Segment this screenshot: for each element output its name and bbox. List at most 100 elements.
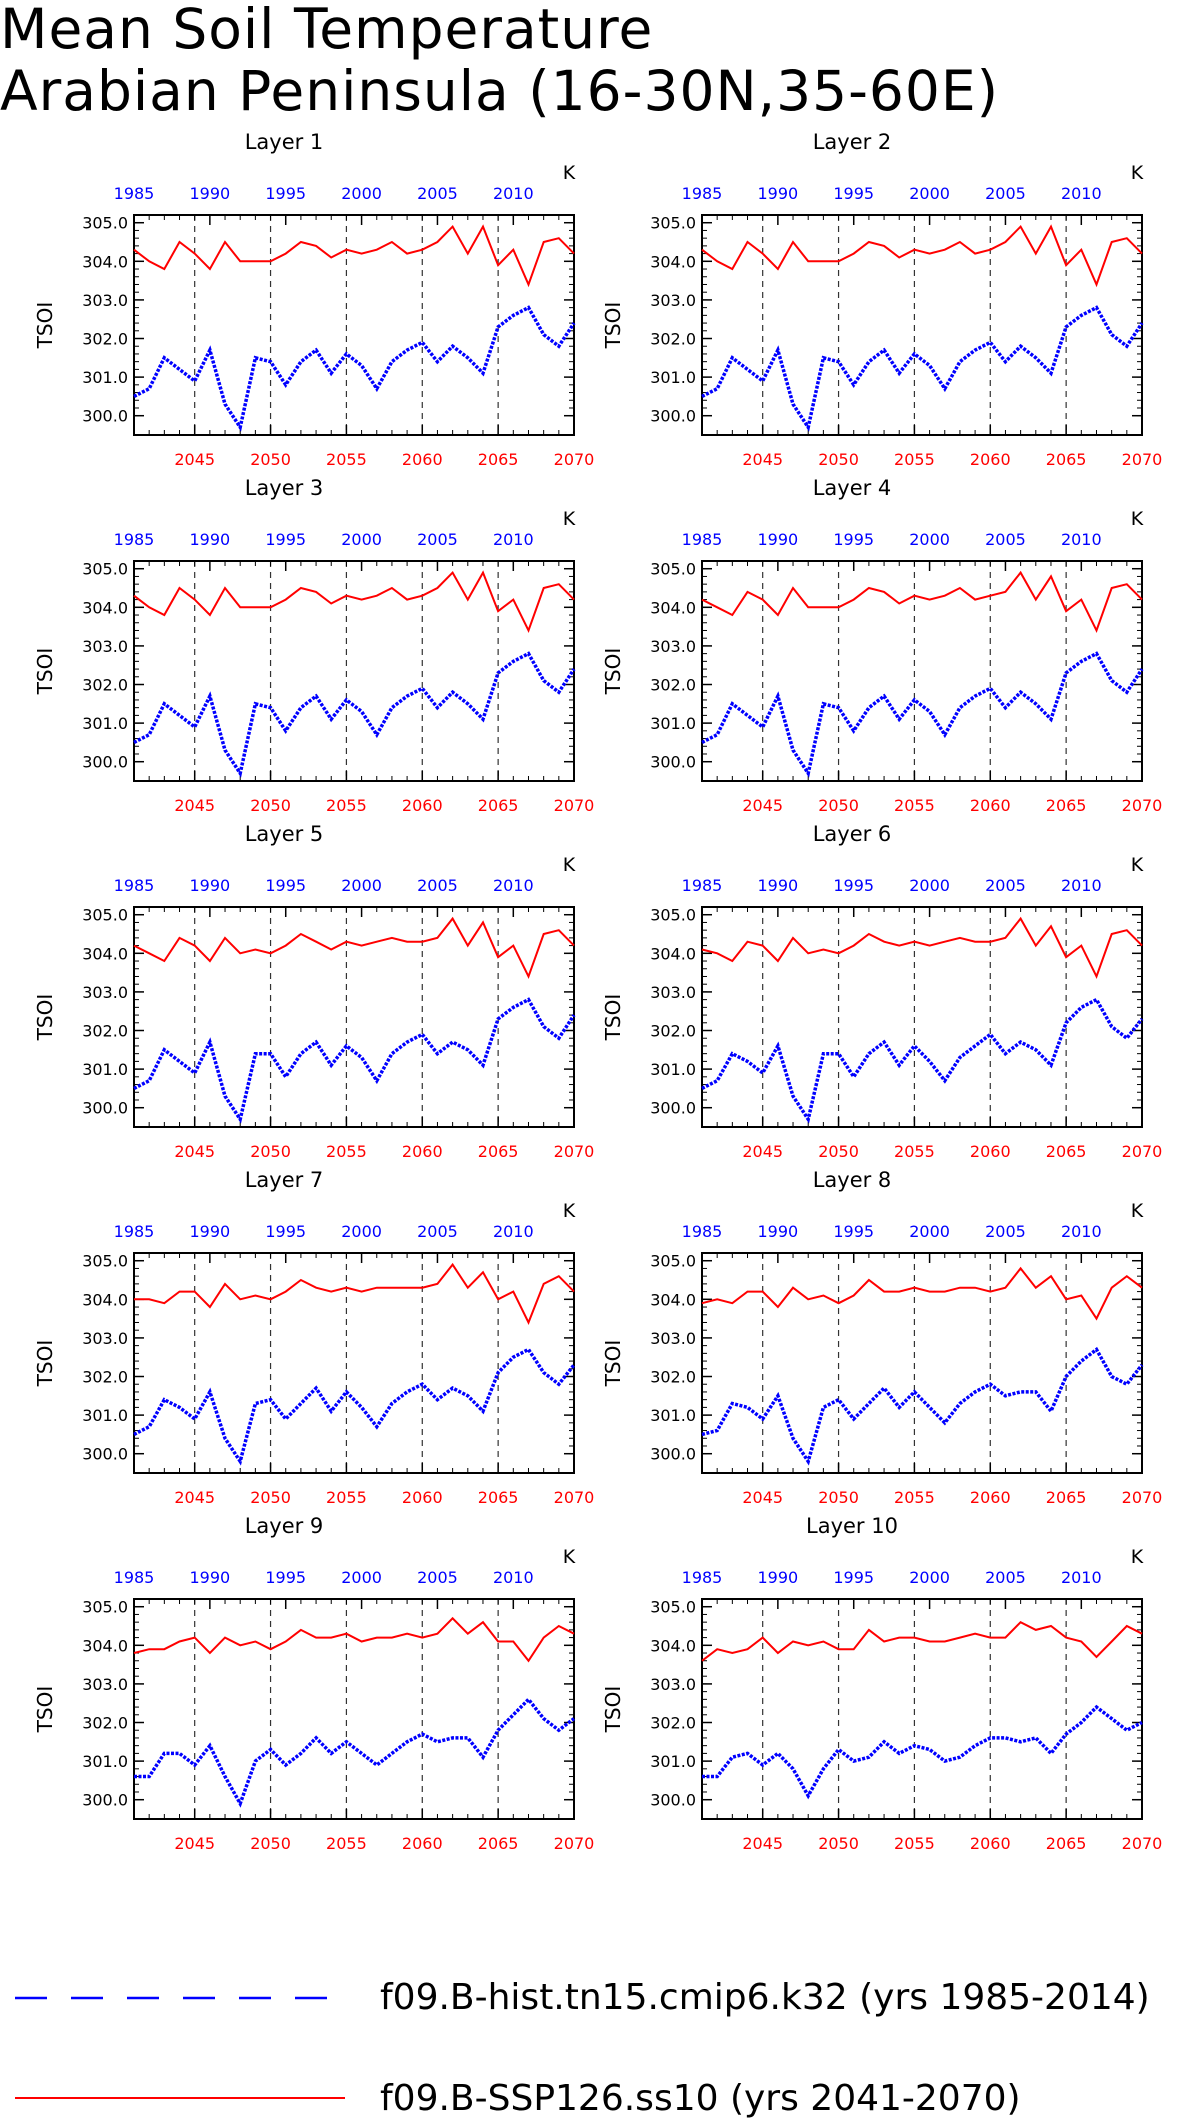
plot-frame xyxy=(701,560,1143,782)
x-bottom-tick-label: 2050 xyxy=(250,1142,291,1161)
x-bottom-tick-label: 2070 xyxy=(1122,796,1163,815)
series-ssp-line xyxy=(701,916,1143,980)
x-top-tick-label: 2005 xyxy=(417,1222,458,1241)
x-top-tick-label: 1985 xyxy=(114,530,155,549)
x-top-tick-label: 1995 xyxy=(833,876,874,895)
x-bottom-tick-label: 2060 xyxy=(970,450,1011,469)
y-tick-label: 301.0 xyxy=(82,1406,128,1425)
x-top-tick-label: 2010 xyxy=(1061,1568,1102,1587)
series-ssp-line xyxy=(133,570,575,634)
y-tick-label: 302.0 xyxy=(82,1714,128,1733)
x-top-tick-label: 2010 xyxy=(493,1222,534,1241)
panel-layer-5: Layer 5 K 2045 2050 2055 2060 2065 2070 1985 1990… xyxy=(33,822,594,1161)
y-axis-label: TSOI xyxy=(33,302,57,350)
x-bottom-tick-label: 2065 xyxy=(478,450,519,469)
x-top-tick-label: 1990 xyxy=(190,876,231,895)
x-bottom-tick-label: 2055 xyxy=(326,796,367,815)
x-top-tick-label: 2005 xyxy=(985,1222,1026,1241)
x-bottom-tick-label: 2060 xyxy=(970,1834,1011,1853)
y-axis-label: TSOI xyxy=(33,994,57,1042)
x-top-tick-label: 1985 xyxy=(114,876,155,895)
x-bottom-tick-label: 2045 xyxy=(742,796,783,815)
series-ssp-line xyxy=(133,224,575,288)
x-top-tick-label: 1990 xyxy=(190,184,231,203)
series-hist-line xyxy=(702,1704,1143,1800)
x-bottom-tick-label: 2045 xyxy=(742,1142,783,1161)
x-top-tick-label: 1990 xyxy=(190,1222,231,1241)
x-bottom-tick-label: 2045 xyxy=(174,1488,215,1507)
units-label: K xyxy=(1131,1200,1144,1222)
y-tick-label: 304.0 xyxy=(82,1290,128,1309)
x-bottom-tick-label: 2065 xyxy=(1046,1834,1087,1853)
panel-layer-4: Layer 4 K 2045 2050 2055 2060 2065 2070 1985 1990… xyxy=(601,476,1162,815)
x-top-tick-label: 1990 xyxy=(758,876,799,895)
panel-title: Layer 3 xyxy=(245,476,324,500)
x-top-tick-label: 1990 xyxy=(190,530,231,549)
x-top-tick-label: 2005 xyxy=(417,184,458,203)
y-tick-label: 300.0 xyxy=(650,407,696,426)
legend-hist-label: f09.B-hist.tn15.cmip6.k32 (yrs 1985-2014… xyxy=(380,1977,1150,2018)
y-tick-label: 300.0 xyxy=(650,1445,696,1464)
panel-title: Layer 6 xyxy=(813,822,892,846)
series-hist-line xyxy=(133,651,576,778)
plot-frame xyxy=(133,1252,575,1474)
x-bottom-tick-label: 2060 xyxy=(970,796,1011,815)
y-tick-label: 300.0 xyxy=(650,1099,696,1118)
series-hist-line xyxy=(701,651,1144,778)
y-tick-label: 301.0 xyxy=(650,1752,696,1771)
y-tick-label: 301.0 xyxy=(650,1060,696,1079)
x-bottom-tick-label: 2055 xyxy=(894,1834,935,1853)
y-tick-label: 305.0 xyxy=(650,214,696,233)
y-tick-label: 303.0 xyxy=(650,291,696,310)
x-bottom-tick-label: 2070 xyxy=(1122,450,1163,469)
y-tick-label: 302.0 xyxy=(650,1714,696,1733)
x-bottom-tick-label: 2060 xyxy=(402,1142,443,1161)
x-top-tick-label: 2000 xyxy=(909,530,950,549)
x-bottom-tick-label: 2045 xyxy=(174,450,215,469)
series-ssp-line xyxy=(133,1616,575,1663)
x-top-tick-label: 2000 xyxy=(341,1568,382,1587)
plot-frame xyxy=(133,906,575,1128)
x-top-tick-label: 1995 xyxy=(833,184,874,203)
x-top-tick-label: 1985 xyxy=(682,530,723,549)
x-top-tick-label: 2010 xyxy=(1061,530,1102,549)
x-top-tick-label: 1995 xyxy=(833,1222,874,1241)
series-ssp-line xyxy=(134,1262,575,1325)
plot-frame xyxy=(701,906,1143,1128)
x-bottom-tick-label: 2050 xyxy=(818,1488,859,1507)
plot-frame xyxy=(701,1598,1143,1820)
x-top-tick-label: 1995 xyxy=(833,530,874,549)
x-bottom-tick-label: 2065 xyxy=(1046,1142,1087,1161)
y-axis-label: TSOI xyxy=(33,648,57,696)
x-bottom-tick-label: 2050 xyxy=(818,450,859,469)
x-bottom-tick-label: 2065 xyxy=(1046,450,1087,469)
y-tick-label: 300.0 xyxy=(82,1791,128,1810)
x-bottom-tick-label: 2065 xyxy=(478,1142,519,1161)
panel-title: Layer 9 xyxy=(245,1514,324,1538)
series-ssp-line xyxy=(701,224,1143,288)
legend-ssp-label: f09.B-SSP126.ss10 (yrs 2041-2070) xyxy=(380,2078,1021,2119)
panel-layer-3: Layer 3 K 2045 2050 2055 2060 2065 2070 1985 1990… xyxy=(33,476,594,815)
units-label: K xyxy=(1131,1546,1144,1568)
x-top-tick-label: 1985 xyxy=(114,1222,155,1241)
units-label: K xyxy=(1131,854,1144,876)
units-label: K xyxy=(563,162,576,184)
panel-title: Layer 10 xyxy=(806,1514,898,1538)
x-bottom-tick-label: 2065 xyxy=(478,1488,519,1507)
y-tick-label: 302.0 xyxy=(650,330,696,349)
x-bottom-tick-label: 2055 xyxy=(894,1142,935,1161)
x-bottom-tick-label: 2050 xyxy=(250,796,291,815)
panel-layer-9: Layer 9 K 2045 2050 2055 2060 2065 2070 1985 1990… xyxy=(33,1514,594,1853)
units-label: K xyxy=(563,508,576,530)
y-tick-label: 303.0 xyxy=(650,637,696,656)
y-tick-label: 300.0 xyxy=(650,753,696,772)
units-label: K xyxy=(1131,162,1144,184)
y-tick-label: 304.0 xyxy=(650,1636,696,1655)
x-bottom-tick-label: 2070 xyxy=(554,1142,595,1161)
x-top-tick-label: 2010 xyxy=(1061,184,1102,203)
x-top-tick-label: 2010 xyxy=(493,876,534,895)
x-top-tick-label: 1990 xyxy=(758,1222,799,1241)
series-hist-line xyxy=(133,997,576,1124)
y-tick-label: 303.0 xyxy=(82,637,128,656)
